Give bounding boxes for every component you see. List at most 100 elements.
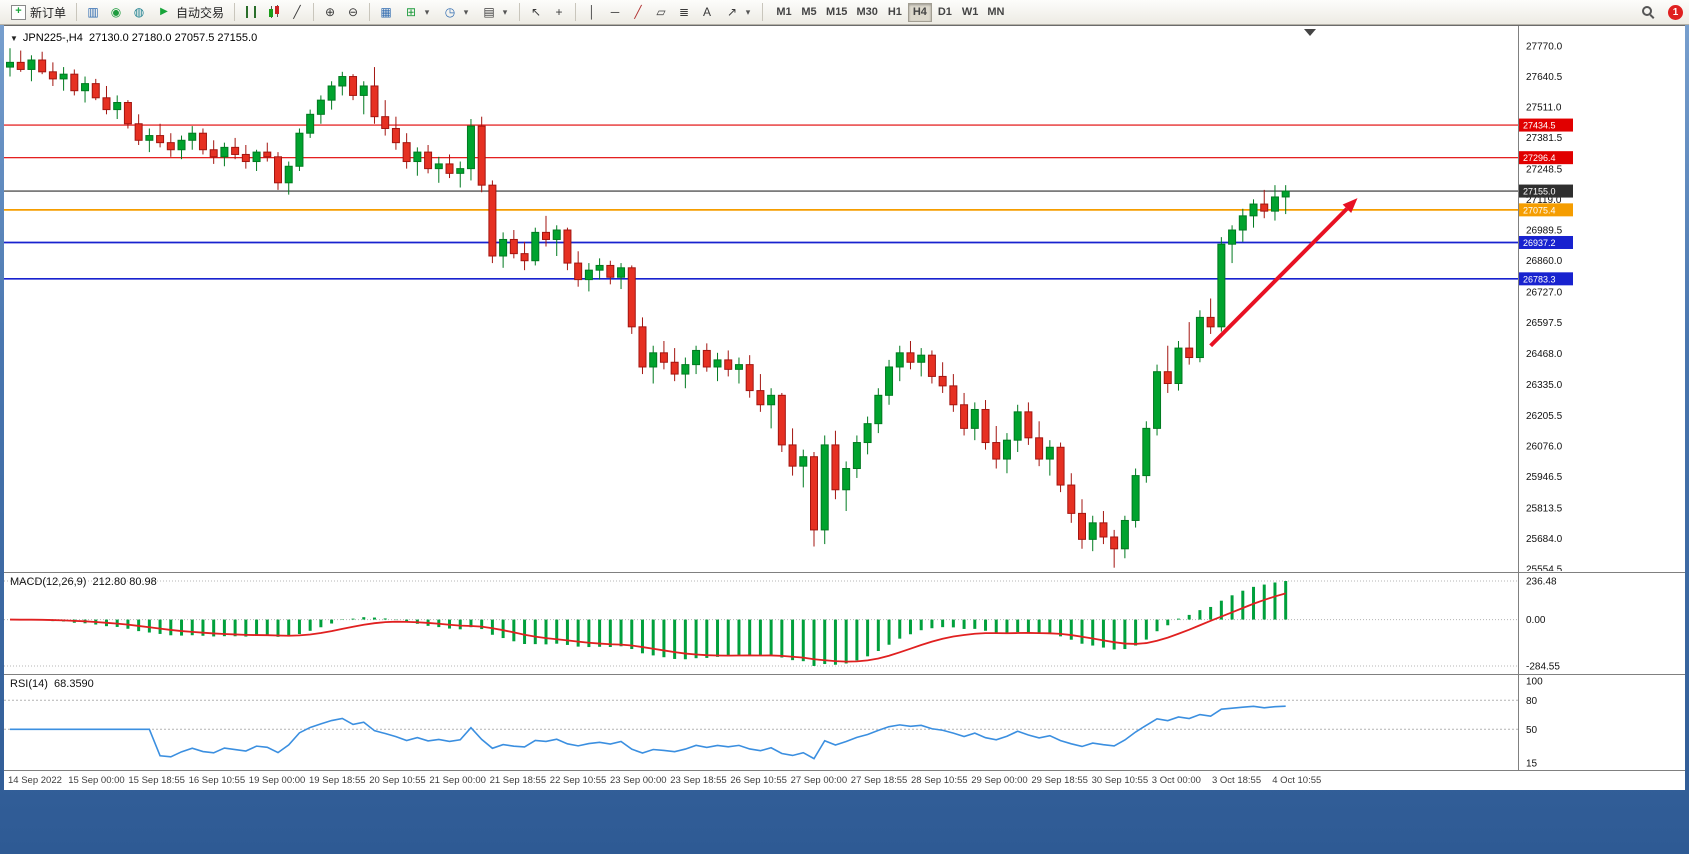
- timeframe-m5-button[interactable]: M5: [797, 3, 821, 22]
- price-tick-label: 27770.0: [1526, 41, 1563, 52]
- chart-menu-icon[interactable]: ▼: [10, 34, 18, 43]
- channel-button[interactable]: ▱: [650, 2, 672, 22]
- time-axis-label: 3 Oct 18:55: [1212, 775, 1262, 786]
- svg-text:27155.0: 27155.0: [1523, 187, 1556, 197]
- price-tick-label: 26860.0: [1526, 256, 1563, 267]
- macd-signal-line: [9, 592, 1286, 663]
- time-axis-label: 27 Sep 00:00: [790, 775, 848, 786]
- time-axis-label: 14 Sep 2022: [8, 775, 62, 786]
- time-axis-label: 16 Sep 10:55: [188, 775, 246, 786]
- auto-trading-label: 自动交易: [176, 5, 225, 20]
- price-badge: 27155.0: [1519, 184, 1573, 198]
- time-axis-label: 20 Sep 10:55: [369, 775, 426, 786]
- rsi-pane[interactable]: 100 80 50 15: [4, 674, 1685, 770]
- chart-shift-marker[interactable]: [1304, 29, 1316, 36]
- channel-icon: ▱: [656, 5, 666, 19]
- macd-label: MACD(12,26,9) 212.80 80.98: [10, 576, 157, 588]
- chart-title: ▼ JPN225-,H4 27130.0 27180.0 27057.5 2715…: [10, 32, 257, 44]
- auto-trading-button[interactable]: ▶ 自动交易: [151, 2, 229, 22]
- crosshair-icon: +: [555, 5, 563, 19]
- vertical-line-button[interactable]: │: [581, 2, 603, 22]
- candlestick-chart-button[interactable]: [263, 2, 285, 22]
- toolbar-separator: [76, 3, 78, 21]
- trend-arrow[interactable]: [1209, 198, 1358, 348]
- toolbar-separator: [519, 3, 521, 21]
- tile-windows-button[interactable]: ▦: [375, 2, 397, 22]
- zoom-out-button[interactable]: ⊖: [342, 2, 364, 22]
- price-tick-label: 25946.5: [1526, 472, 1563, 483]
- line-chart-button[interactable]: ╱: [286, 2, 308, 22]
- macd-pane[interactable]: 236.48 0.00 -284.55: [4, 572, 1685, 674]
- trendline-button[interactable]: ╱: [627, 2, 649, 22]
- price-tick-label: 26076.0: [1526, 441, 1563, 452]
- timeframe-m15-button[interactable]: M15: [822, 3, 851, 22]
- toolbar-separator: [369, 3, 371, 21]
- zoom-in-button[interactable]: ⊕: [319, 2, 341, 22]
- timeframe-w1-button[interactable]: W1: [958, 3, 983, 22]
- text-tool-button[interactable]: A: [696, 2, 718, 22]
- community-button[interactable]: ◍: [128, 2, 150, 22]
- price-tick-label: 27511.0: [1526, 102, 1562, 113]
- zoom-out-icon: ⊖: [348, 5, 359, 19]
- chart-symbol-period: JPN225-,H4: [22, 32, 83, 44]
- timeframe-h1-button[interactable]: H1: [883, 3, 907, 22]
- macd-tick-label: -284.55: [1526, 662, 1560, 673]
- time-axis-label: 15 Sep 00:00: [68, 775, 125, 786]
- time-axis-label: 21 Sep 00:00: [429, 775, 486, 786]
- horizontal-line-button[interactable]: ─: [604, 2, 626, 22]
- chart-window-icon: ▥: [87, 5, 99, 19]
- price-tick-label: 26989.5: [1526, 226, 1563, 237]
- price-tick-label: 26335.0: [1526, 380, 1563, 391]
- play-icon: ▶: [160, 6, 168, 17]
- fibonacci-button[interactable]: ≣: [673, 2, 695, 22]
- globe-icon: ◍: [133, 5, 145, 19]
- fibonacci-icon: ≣: [679, 5, 690, 19]
- svg-text:26783.3: 26783.3: [1523, 274, 1556, 284]
- timeframe-d1-button[interactable]: D1: [933, 3, 957, 22]
- notification-badge[interactable]: 1: [1668, 4, 1683, 20]
- chart-window: ▼ JPN225-,H4 27130.0 27180.0 27057.5 2715…: [4, 25, 1685, 790]
- toolbar-separator: [234, 3, 236, 21]
- sound-icon: ◉: [110, 5, 122, 19]
- timeframe-h4-button[interactable]: H4: [907, 2, 932, 22]
- timeframe-m30-button[interactable]: M30: [852, 3, 881, 22]
- price-badge: 27296.4: [1519, 151, 1573, 165]
- arrows-tool-button[interactable]: ↗ ▾: [719, 2, 757, 22]
- vertical-line-icon: │: [588, 5, 596, 19]
- alerts-button[interactable]: ◉: [105, 2, 127, 22]
- time-axis-label: 26 Sep 10:55: [730, 775, 787, 786]
- text-tool-icon: A: [703, 5, 712, 19]
- timeframe-mn-button[interactable]: MN: [983, 3, 1008, 22]
- macd-tick-label: 236.48: [1526, 577, 1557, 588]
- rsi-tick-label: 50: [1526, 725, 1538, 736]
- time-axis-label: 3 Oct 00:00: [1151, 775, 1201, 786]
- time-axis-label: 29 Sep 00:00: [971, 775, 1028, 786]
- bar-chart-icon: [243, 4, 260, 20]
- cursor-button[interactable]: ↖: [525, 2, 547, 22]
- timeframe-toolbar: M1 M5 M15 M30 H1 H4 D1 W1 MN: [772, 2, 1008, 22]
- rsi-tick-label: 15: [1526, 759, 1538, 770]
- rsi-label: RSI(14) 68.3590: [10, 678, 94, 690]
- charts-button[interactable]: ▥: [82, 2, 104, 22]
- time-axis-label: 19 Sep 00:00: [248, 775, 306, 786]
- search-icon[interactable]: [1642, 5, 1655, 19]
- svg-text:27075.4: 27075.4: [1523, 205, 1556, 215]
- time-axis[interactable]: 14 Sep 2022 15 Sep 00:00 15 Sep 18:55 16 Se…: [4, 770, 1685, 790]
- templates-button[interactable]: ▤ ▾: [476, 2, 514, 22]
- indicators-button[interactable]: ⊞ ▾: [398, 2, 436, 22]
- price-axis-separator: [1518, 26, 1519, 770]
- template-icon: ▤: [483, 5, 495, 19]
- price-chart-pane[interactable]: 27770.0 27640.5 27511.0 27381.5 27248.5 27119…: [4, 26, 1685, 571]
- bar-chart-button[interactable]: [240, 2, 262, 22]
- toolbar-separator: [313, 3, 315, 21]
- periods-button[interactable]: ◷ ▾: [437, 2, 475, 22]
- crosshair-button[interactable]: +: [548, 2, 570, 22]
- main-toolbar: + 新订单 ▥ ◉ ◍ ▶ 自动交易 ╱ ⊕ ⊖ ▦ ⊞ ▾ ◷ ▾ ▤ ▾ ↖…: [0, 0, 1689, 25]
- svg-text:26937.2: 26937.2: [1523, 238, 1556, 248]
- price-tick-label: 27640.5: [1526, 72, 1563, 83]
- macd-name: MACD(12,26,9): [10, 576, 87, 588]
- new-order-button[interactable]: + 新订单: [6, 2, 71, 22]
- chevron-down-icon: ▾: [745, 7, 751, 17]
- timeframe-m1-button[interactable]: M1: [772, 3, 796, 22]
- price-tick-label: 26205.5: [1526, 411, 1563, 422]
